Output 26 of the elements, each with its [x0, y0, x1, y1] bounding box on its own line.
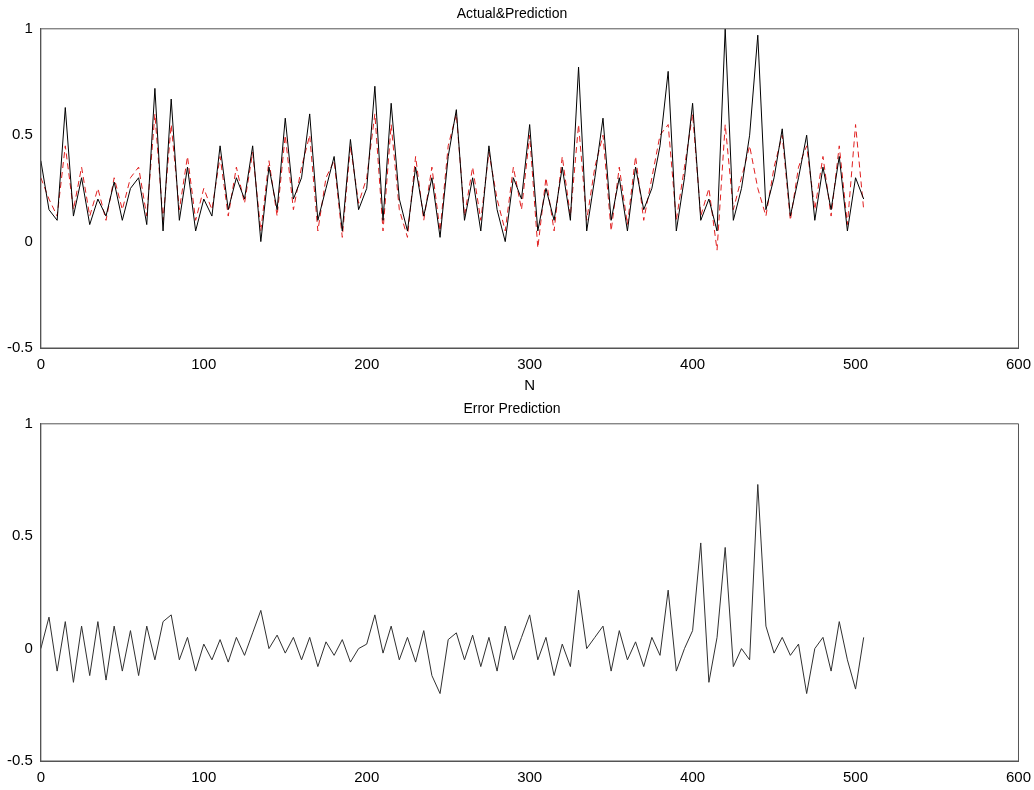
y-tick-label: 0.5 — [11, 125, 33, 143]
chart-title: Error Prediction — [463, 400, 561, 417]
x-tick-label: 0 — [36, 768, 46, 786]
chart-title: Actual&Prediction — [456, 5, 568, 22]
x-tick-label: 500 — [843, 355, 869, 373]
x-tick-label: 0 — [36, 355, 46, 373]
y-tick-label: -0.5 — [6, 751, 33, 769]
x-tick-label: 200 — [354, 768, 380, 786]
x-tick-label: 400 — [680, 355, 706, 373]
y-tick-label: 0 — [24, 231, 33, 249]
x-tick-label: 100 — [191, 768, 217, 786]
x-tick-label: 600 — [1005, 768, 1031, 786]
x-tick-label: 600 — [1005, 355, 1031, 373]
x-tick-label: 500 — [843, 768, 869, 786]
x-tick-label: 100 — [191, 355, 217, 373]
x-tick-label: 200 — [354, 355, 380, 373]
line-series — [40, 113, 865, 251]
x-tick-label: 300 — [517, 355, 543, 373]
y-tick-label: 1 — [24, 413, 33, 431]
y-tick-label: 0 — [24, 638, 33, 656]
y-tick-label: 0.5 — [11, 526, 33, 544]
x-tick-label: 300 — [517, 768, 543, 786]
x-axis-title: N — [524, 376, 536, 394]
y-tick-label: -0.5 — [6, 338, 33, 356]
y-tick-label: 1 — [24, 18, 33, 36]
x-tick-label: 400 — [680, 768, 706, 786]
